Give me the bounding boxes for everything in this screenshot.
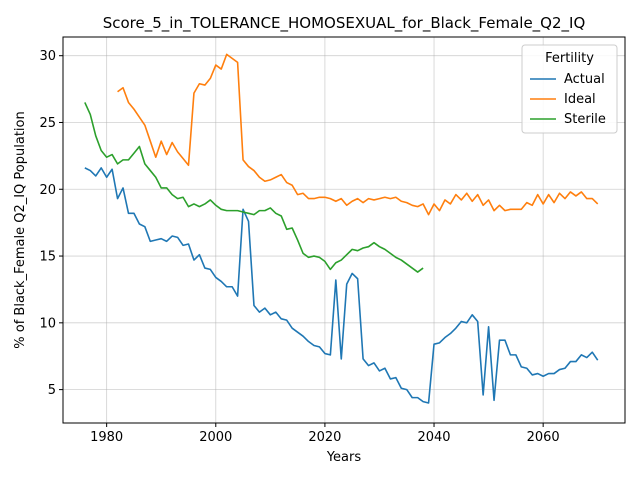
y-tick-label: 5 xyxy=(48,383,56,398)
y-axis-ticks: 5 10 15 20 25 30 xyxy=(39,49,63,398)
y-tick-label: 20 xyxy=(39,183,56,198)
x-tick-label: 2060 xyxy=(527,430,560,445)
legend-title: Fertility xyxy=(545,51,594,66)
x-axis-ticks: 1980 2000 2020 2040 2060 xyxy=(90,423,560,445)
legend-box xyxy=(521,44,618,134)
plot-frame xyxy=(62,36,626,424)
series-line-sterile xyxy=(84,102,424,273)
series-line-ideal xyxy=(117,53,599,216)
y-axis-label: % of Black_Female Q2_IQ Population xyxy=(13,111,28,348)
x-tick-label: 2020 xyxy=(308,430,341,445)
y-tick-label: 30 xyxy=(39,49,56,64)
legend-items: Actual Ideal Sterile xyxy=(530,72,606,127)
x-axis-label: Years xyxy=(326,450,362,465)
y-tick-label: 15 xyxy=(39,250,56,265)
legend-label-sterile: Sterile xyxy=(564,112,606,127)
x-tick-label: 2000 xyxy=(199,430,232,445)
series-line-actual xyxy=(84,167,599,404)
x-tick-label: 2040 xyxy=(417,430,450,445)
legend-label-actual: Actual xyxy=(564,72,605,87)
legend: Fertility Actual Ideal Sterile xyxy=(521,44,618,134)
legend-label-ideal: Ideal xyxy=(564,92,596,107)
chart-title: Score_5_in_TOLERANCE_HOMOSEXUAL_for_Blac… xyxy=(103,14,586,33)
x-tick-label: 1980 xyxy=(90,430,123,445)
y-tick-label: 10 xyxy=(39,316,56,331)
y-tick-label: 25 xyxy=(39,116,56,131)
series-lines xyxy=(84,53,599,404)
